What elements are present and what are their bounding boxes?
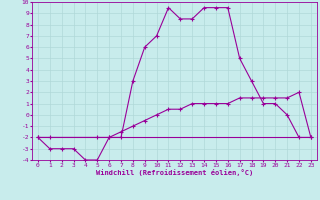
X-axis label: Windchill (Refroidissement éolien,°C): Windchill (Refroidissement éolien,°C) xyxy=(96,169,253,176)
